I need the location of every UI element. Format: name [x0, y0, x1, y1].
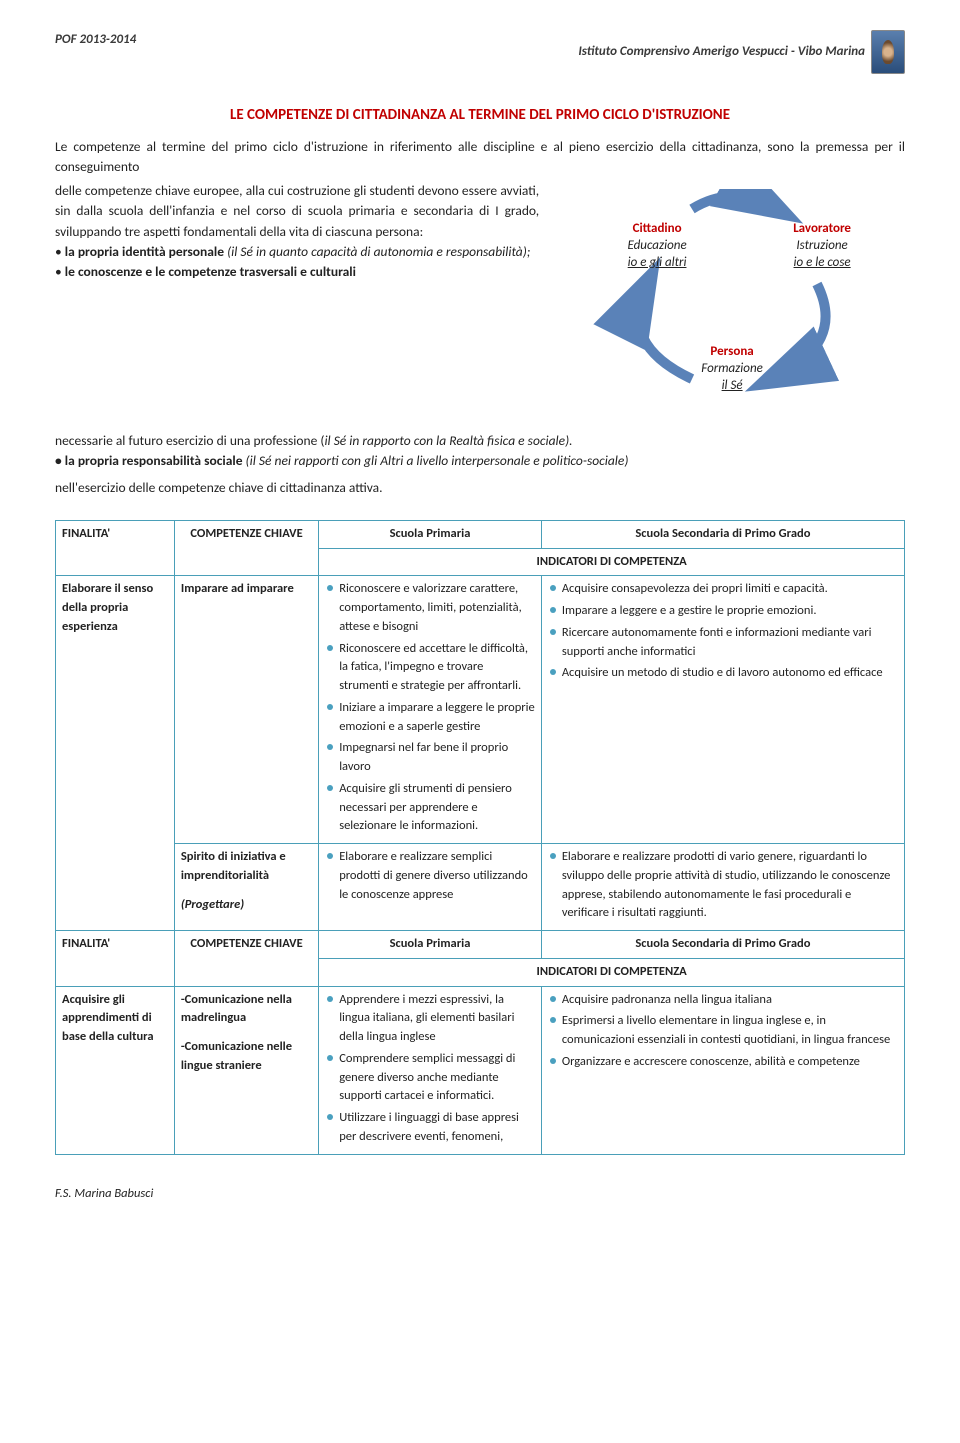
list-item: Apprendere i mezzi espressivi, la lingua…: [325, 991, 535, 1047]
list-item: Riconoscere ed accettare le difficoltà, …: [325, 640, 535, 696]
table-row: Elaborare il senso della propria esperie…: [56, 576, 905, 844]
school-logo: [871, 30, 905, 74]
r1-primaria2: Elaborare e realizzare semplici prodotti…: [319, 844, 542, 931]
list-item: Iniziare a imparare a leggere le proprie…: [325, 699, 535, 737]
bullet-2: • le conoscenze e le competenze trasvers…: [55, 262, 539, 282]
list-item: Acquisire gli strumenti di pensiero nece…: [325, 780, 535, 836]
r2-comp-a: -Comunicazione nella madrelingua: [181, 991, 312, 1029]
list-item: Impegnarsi nel far bene il proprio lavor…: [325, 739, 535, 777]
th-primaria: Scuola Primaria: [319, 520, 542, 548]
after-p2: nell'esercizio delle competenze chiave d…: [55, 478, 905, 498]
lavoratore-t1: Lavoratore: [772, 221, 872, 238]
list-item: Esprimersi a livello elementare in lingu…: [548, 1012, 898, 1050]
header-right: Istituto Comprensivo Amerigo Vespucci - …: [578, 42, 865, 62]
right-column: Cittadino Educazione io e gli altri Lavo…: [559, 181, 905, 419]
r1-secondaria2: Elaborare e realizzare prodotti di vario…: [541, 844, 904, 931]
main-title: LE COMPETENZE DI CITTADINANZA AL TERMINE…: [55, 104, 905, 127]
cittadino-t2: Educazione: [607, 238, 707, 255]
table-header-row-1: FINALITA' COMPETENZE CHIAVE Scuola Prima…: [56, 520, 905, 548]
r1-secondaria1: Acquisire consapevolezza dei propri limi…: [541, 576, 904, 844]
th-secondaria: Scuola Secondaria di Primo Grado: [541, 520, 904, 548]
r2-secondaria: Acquisire padronanza nella lingua italia…: [541, 986, 904, 1154]
bullet-3: la propria responsabilità sociale (il Sé…: [55, 451, 905, 471]
th-primaria-2: Scuola Primaria: [319, 931, 542, 959]
list-item: Acquisire padronanza nella lingua italia…: [548, 991, 898, 1010]
r1-comp2a: Spirito di iniziativa e imprenditorialit…: [181, 848, 312, 886]
left-column: delle competenze chiave europee, alla cu…: [55, 181, 539, 419]
list-item: Elaborare e realizzare semplici prodotti…: [325, 848, 535, 904]
r2-finalita: Acquisire gli apprendimenti di base dell…: [56, 986, 175, 1154]
after-bullets: la propria responsabilità sociale (il Sé…: [55, 451, 905, 471]
after-p1-pre: necessarie al futuro esercizio di una pr…: [55, 432, 324, 449]
after-p1: necessarie al futuro esercizio di una pr…: [55, 431, 905, 451]
table-header-row-3: FINALITA' COMPETENZE CHIAVE Scuola Prima…: [56, 931, 905, 959]
r1-comp1: Imparare ad imparare: [174, 576, 318, 844]
list-item: Elaborare e realizzare prodotti di vario…: [548, 848, 898, 923]
th-competenze: COMPETENZE CHIAVE: [174, 520, 318, 576]
list-item: Riconoscere e valorizzare carattere, com…: [325, 580, 535, 636]
intro-paragraph: Le competenze al termine del primo ciclo…: [55, 137, 905, 178]
cittadino-t1: Cittadino: [607, 221, 707, 238]
header-left: POF 2013-2014: [55, 30, 136, 50]
list-item: Ricercare autonomamente fonti e informaz…: [548, 624, 898, 662]
competence-table: FINALITA' COMPETENZE CHIAVE Scuola Prima…: [55, 520, 905, 1155]
r2-comp-b: -Comunicazione nelle lingue straniere: [181, 1038, 312, 1076]
list-item: Acquisire consapevolezza dei propri limi…: [548, 580, 898, 599]
list-item: Utilizzare i linguaggi di base appresi p…: [325, 1109, 535, 1147]
b3-italic: (il Sé nei rapporti con gli Altri a live…: [243, 452, 629, 469]
page-header: POF 2013-2014 Istituto Comprensivo Ameri…: [55, 30, 905, 74]
b1-italic: (il Sé in quanto capacità di autonomia e…: [224, 243, 530, 260]
th-indicatori: INDICATORI DI COMPETENZA: [319, 548, 905, 576]
table-row: Spirito di iniziativa e imprenditorialit…: [56, 844, 905, 931]
r1-comp2: Spirito di iniziativa e imprenditorialit…: [174, 844, 318, 931]
th-secondaria-2: Scuola Secondaria di Primo Grado: [541, 931, 904, 959]
r2-comp: -Comunicazione nella madrelingua -Comuni…: [174, 986, 318, 1154]
th-finalita: FINALITA': [56, 520, 175, 576]
b2-bold: le conoscenze e le competenze trasversal…: [65, 263, 356, 280]
bullet-1: • la propria identità personale (il Sé i…: [55, 242, 539, 262]
list-item: Acquisire un metodo di studio e di lavor…: [548, 664, 898, 683]
r2-primaria: Apprendere i mezzi espressivi, la lingua…: [319, 986, 542, 1154]
persona-t3: il Sé: [682, 378, 782, 395]
r1-primaria1: Riconoscere e valorizzare carattere, com…: [319, 576, 542, 844]
r1-finalita: Elaborare il senso della propria esperie…: [56, 576, 175, 931]
list-item: Imparare a leggere e a gestire le propri…: [548, 602, 898, 621]
b3-bold: la propria responsabilità sociale: [65, 452, 243, 469]
lavoratore-t2: Istruzione: [772, 238, 872, 255]
page-footer: F.S. Marina Babusci: [55, 1185, 905, 1204]
header-right-wrap: Istituto Comprensivo Amerigo Vespucci - …: [578, 30, 905, 74]
th-finalita-2: FINALITA': [56, 931, 175, 987]
table-row: Acquisire gli apprendimenti di base dell…: [56, 986, 905, 1154]
diagram-persona: Persona Formazione il Sé: [682, 344, 782, 395]
diagram-cittadino: Cittadino Educazione io e gli altri: [607, 221, 707, 272]
after-p1-it: il Sé in rapporto con la Realtà fisica e…: [324, 432, 572, 449]
left-p1: delle competenze chiave europee, alla cu…: [55, 181, 539, 242]
list-item: Comprendere semplici messaggi di genere …: [325, 1050, 535, 1106]
persona-t1: Persona: [682, 344, 782, 361]
b1-bold: la propria identità personale: [65, 243, 224, 260]
th-competenze-2: COMPETENZE CHIAVE: [174, 931, 318, 987]
lavoratore-t3: io e le cose: [772, 255, 872, 272]
persona-t2: Formazione: [682, 361, 782, 378]
list-item: Organizzare e accrescere conoscenze, abi…: [548, 1053, 898, 1072]
r1-comp2b: (Progettare): [181, 896, 312, 915]
two-column-section: delle competenze chiave europee, alla cu…: [55, 181, 905, 419]
cycle-diagram: Cittadino Educazione io e gli altri Lavo…: [592, 189, 872, 419]
th-indicatori-2: INDICATORI DI COMPETENZA: [319, 958, 905, 986]
cittadino-t3: io e gli altri: [607, 255, 707, 272]
diagram-lavoratore: Lavoratore Istruzione io e le cose: [772, 221, 872, 272]
